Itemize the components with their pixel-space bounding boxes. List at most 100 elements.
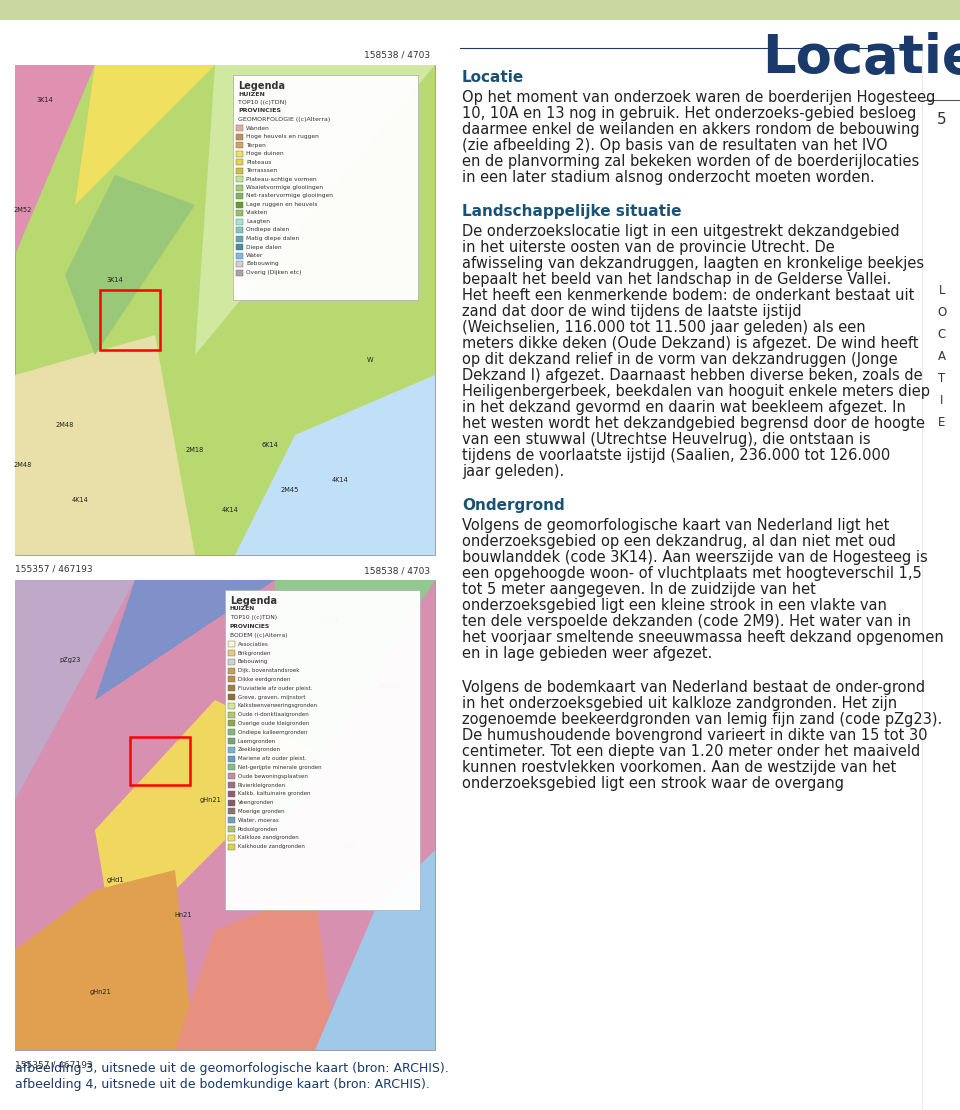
Bar: [236, 219, 243, 224]
Text: een opgehoogde woon- of vluchtplaats met hoogteverschil 1,5: een opgehoogde woon- of vluchtplaats met…: [462, 566, 922, 581]
Bar: [236, 235, 243, 242]
Text: Landschappelijke situatie: Landschappelijke situatie: [462, 204, 682, 219]
Bar: [236, 270, 243, 275]
Bar: [228, 844, 235, 849]
Text: De onderzoekslocatie ligt in een uitgestrekt dekzandgebied: De onderzoekslocatie ligt in een uitgest…: [462, 224, 900, 239]
Bar: [100, 290, 160, 350]
Text: Podsolgronden: Podsolgronden: [238, 827, 278, 831]
Text: zand dat door de wind tijdens de laatste ijstijd: zand dat door de wind tijdens de laatste…: [462, 304, 802, 319]
Text: 2M48: 2M48: [56, 422, 74, 428]
Text: Kalkloze zandgronden: Kalkloze zandgronden: [238, 836, 299, 840]
Bar: [228, 826, 235, 832]
Bar: [130, 737, 190, 785]
Text: Water: Water: [246, 253, 263, 258]
Bar: [233, 75, 418, 300]
Text: zogenoemde beekeerdgronden van lemig fijn zand (code pZg23).: zogenoemde beekeerdgronden van lemig fij…: [462, 712, 943, 727]
Text: 3K14: 3K14: [107, 278, 124, 283]
Bar: [236, 202, 243, 208]
Text: jaar geleden).: jaar geleden).: [462, 464, 564, 480]
Polygon shape: [65, 175, 195, 355]
Text: onderzoeksgebied ligt een kleine strook in een vlakte van: onderzoeksgebied ligt een kleine strook …: [462, 598, 887, 613]
Text: Hoge duinen: Hoge duinen: [246, 151, 283, 157]
Polygon shape: [95, 700, 315, 950]
Text: afbeelding 4, uitsnede uit de bodemkundige kaart (bron: ARCHIS).: afbeelding 4, uitsnede uit de bodemkundi…: [15, 1078, 430, 1091]
Text: vWp: vWp: [325, 617, 340, 623]
Bar: [236, 142, 243, 148]
Text: HUIZEN: HUIZEN: [238, 91, 265, 97]
Bar: [228, 676, 235, 683]
Text: onderzoeksgebied ligt een strook waar de overgang: onderzoeksgebied ligt een strook waar de…: [462, 776, 844, 791]
Polygon shape: [95, 581, 275, 700]
Text: tot 5 meter aangegeven. In de zuidzijde van het: tot 5 meter aangegeven. In de zuidzijde …: [462, 582, 816, 597]
Bar: [225, 591, 420, 910]
Bar: [236, 184, 243, 191]
Text: Terpen: Terpen: [246, 142, 266, 148]
Text: HUIZEN: HUIZEN: [230, 606, 255, 612]
Bar: [228, 817, 235, 824]
Bar: [228, 720, 235, 726]
Bar: [236, 193, 243, 199]
Bar: [236, 176, 243, 182]
Text: 3K14: 3K14: [36, 97, 54, 103]
Text: onderzoeksgebied op een dekzandrug, al dan niet met oud: onderzoeksgebied op een dekzandrug, al d…: [462, 534, 896, 549]
Text: in het dekzand gevormd en daarin wat beekleem afgezet. In: in het dekzand gevormd en daarin wat bee…: [462, 400, 906, 415]
Polygon shape: [175, 890, 335, 1050]
Text: Bebouwing: Bebouwing: [246, 262, 278, 266]
Text: daarmee enkel de weilanden en akkers rondom de bebouwing: daarmee enkel de weilanden en akkers ron…: [462, 122, 920, 137]
Text: 5: 5: [937, 112, 947, 127]
Text: E: E: [938, 415, 946, 428]
Text: Dikke eerdgronden: Dikke eerdgronden: [238, 677, 290, 682]
Bar: [236, 133, 243, 140]
Bar: [236, 151, 243, 157]
Text: Mariene afz ouder pleist.: Mariene afz ouder pleist.: [238, 756, 306, 761]
Text: (Weichselien, 116.000 tot 11.500 jaar geleden) als een: (Weichselien, 116.000 tot 11.500 jaar ge…: [462, 320, 866, 335]
Bar: [228, 774, 235, 779]
Text: Laemgronden: Laemgronden: [238, 738, 276, 744]
Text: Ondiepe kalleemgronden: Ondiepe kalleemgronden: [238, 729, 307, 735]
Text: L: L: [939, 283, 946, 296]
Text: het voorjaar smeltende sneeuwmassa heeft dekzand opgenomen: het voorjaar smeltende sneeuwmassa heeft…: [462, 630, 944, 645]
Text: Fluviatiele afz ouder pleist.: Fluviatiele afz ouder pleist.: [238, 686, 313, 690]
Text: Hn21: Hn21: [175, 912, 192, 918]
Text: 10, 10A en 13 nog in gebruik. Het onderzoeks-gebied besloeg: 10, 10A en 13 nog in gebruik. Het onderz…: [462, 105, 917, 121]
Bar: [228, 756, 235, 761]
Text: bepaalt het beeld van het landschap in de Gelderse Vallei.: bepaalt het beeld van het landschap in d…: [462, 272, 892, 287]
Text: Greve, graven, mijnstort: Greve, graven, mijnstort: [238, 695, 305, 699]
Text: ten dele verspoelde dekzanden (code 2M9). Het water van in: ten dele verspoelde dekzanden (code 2M9)…: [462, 614, 911, 629]
Polygon shape: [15, 335, 195, 555]
Bar: [228, 765, 235, 770]
Text: C: C: [938, 327, 947, 341]
Text: Lage ruggen en heuvels: Lage ruggen en heuvels: [246, 202, 318, 206]
Text: Dekzand I) afgezet. Daarnaast hebben diverse beken, zoals de: Dekzand I) afgezet. Daarnaast hebben div…: [462, 369, 923, 383]
Polygon shape: [235, 375, 435, 555]
Polygon shape: [195, 65, 435, 355]
Text: meters dikke deken (Oude Dekzand) is afgezet. De wind heeft: meters dikke deken (Oude Dekzand) is afg…: [462, 336, 919, 351]
Text: gHn21: gHn21: [89, 989, 110, 995]
Text: De humushoudende bovengrond varieert in dikte van 15 tot 30: De humushoudende bovengrond varieert in …: [462, 728, 927, 743]
Text: GEOMORFOLOGIE ((c)Alterra): GEOMORFOLOGIE ((c)Alterra): [238, 117, 330, 122]
Bar: [236, 228, 243, 233]
Bar: [236, 168, 243, 173]
Polygon shape: [15, 581, 135, 800]
Bar: [236, 244, 243, 250]
Bar: [228, 712, 235, 717]
Text: Laagten: Laagten: [246, 219, 270, 224]
Bar: [15, 65, 435, 555]
Text: O: O: [937, 305, 947, 319]
Text: Volgens de geomorfologische kaart van Nederland ligt het: Volgens de geomorfologische kaart van Ne…: [462, 518, 889, 533]
Text: Overig (Dijken etc): Overig (Dijken etc): [246, 270, 301, 275]
Text: tijdens de voorlaatste ijstijd (Saalien, 236.000 tot 126.000: tijdens de voorlaatste ijstijd (Saalien,…: [462, 448, 890, 463]
Text: 2M45: 2M45: [281, 487, 300, 493]
Bar: [236, 159, 243, 165]
Polygon shape: [315, 850, 435, 1050]
Text: Legenda: Legenda: [238, 81, 285, 91]
Text: Legenda: Legenda: [230, 596, 277, 606]
Bar: [228, 685, 235, 692]
Bar: [228, 808, 235, 815]
Text: centimeter. Tot een diepte van 1.20 meter onder het maaiveld: centimeter. Tot een diepte van 1.20 mete…: [462, 744, 921, 759]
Bar: [228, 642, 235, 647]
Text: Ondiepe dalen: Ondiepe dalen: [246, 228, 289, 232]
Text: pZg21: pZg21: [379, 682, 400, 688]
Text: Hoge heuvels en ruggen: Hoge heuvels en ruggen: [246, 134, 319, 139]
Text: Waaietvormige glooiingen: Waaietvormige glooiingen: [246, 185, 323, 190]
